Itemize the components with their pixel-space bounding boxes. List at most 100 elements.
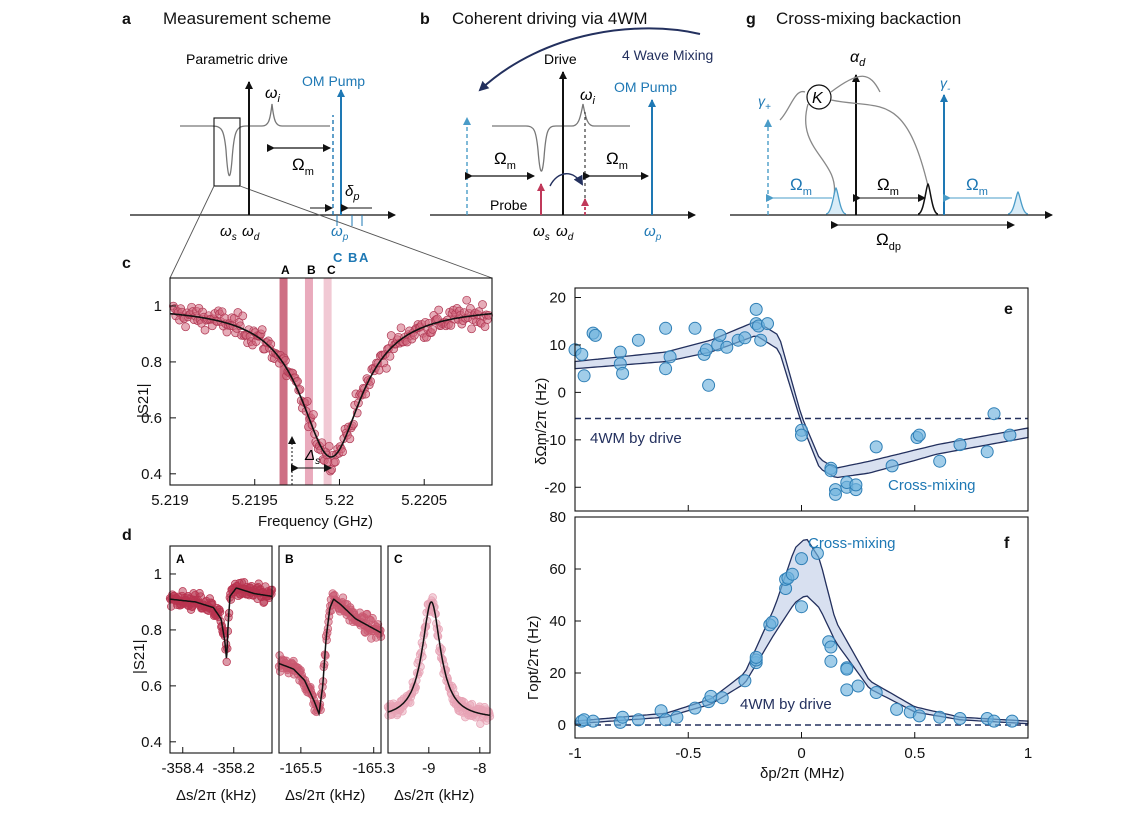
omega-m-label-left: Ωm [494,149,516,172]
kappa-label: K [812,90,824,107]
subpanel-C-frame [387,545,491,754]
panel-e: e 4WM by drive Cross-mixing 20100-10-20 … [533,287,1029,512]
subpanel-B-fit [278,598,382,717]
subpanel-A-frame [169,545,273,754]
data-point [749,302,763,316]
wp-label: ωp [644,223,662,243]
idler-omega: ωi [265,85,280,105]
x-ticks: -1 -0.5 0 0.5 1 [568,732,1032,762]
x-ticks [574,505,1029,511]
data-point [785,567,799,581]
data-point [577,369,591,383]
y-tick-label: 80 [549,509,566,526]
data-point [738,674,752,688]
panel-b: b Coherent driving via 4WM Drive OM Pump… [420,9,713,243]
data-point [659,362,673,376]
drive-label: Drive [544,51,577,67]
data-point [368,614,377,623]
y-tick-label: -10 [544,432,566,449]
data-points [568,302,1017,501]
data-point [765,615,779,629]
data-point [238,311,248,321]
resonance-curve [492,103,630,172]
data-point [613,345,627,359]
subpanel-A-xticks: -358.4 -358.2 [161,747,255,777]
data-point [912,709,926,723]
data-point [428,325,437,334]
wd-label: ωd [556,223,574,243]
x-tick-label: 5.22 [325,492,354,509]
data-point [704,689,718,703]
gamma-plus-label: γ+ [758,93,771,113]
subpanel-B-xlabel: Δs/2π (kHz) [285,787,365,804]
data-point [575,347,589,361]
zoom-line-right [239,185,493,279]
marker-B-label: B [307,263,316,277]
subpanel-A-label: A [176,552,185,566]
data-point [713,328,727,342]
data-point [761,317,774,331]
data-point [933,454,947,468]
idler-omega: ωi [580,87,595,107]
subpanel-B-xticks: -165.5 -165.3 [280,747,395,777]
marker-band-B [304,278,313,485]
y-ticks: 80 60 40 20 0 [549,509,581,734]
pump-label: OM Pump [302,73,365,89]
resonance-curve [180,103,330,176]
panel-g-title: Cross-mixing backaction [776,9,961,28]
panel-a-letter: a [122,11,131,28]
data-point [720,340,734,354]
marker-band-A [279,278,288,485]
marker-C-label: C [327,263,336,277]
subpanel-C-points [383,593,495,728]
data-point [688,701,702,715]
data-point [824,640,838,654]
panel-g: g Cross-mixing backaction αd γ- γ+ K Ωm … [730,9,1053,253]
subpanel-A-xlabel: Δs/2π (kHz) [176,787,256,804]
x-tick-label: -358.2 [212,760,255,777]
delta-p-label: δp [345,183,359,203]
y-ticks: 0.4 0.6 0.8 1 [141,298,176,483]
data-point [953,712,967,725]
wp-label: ωp [331,223,349,243]
sideband-left [825,187,847,215]
data-point [851,679,865,693]
data-point [257,325,267,334]
data-point [953,438,967,452]
delta-s-label: Δs [304,447,320,467]
theory-band [574,321,1029,479]
kappa-link-1 [830,75,881,93]
y-tick-label: 10 [549,337,566,354]
y-tick-label: 0.6 [141,410,162,427]
x-tick-label: 5.2195 [232,492,278,509]
pump-label: OM Pump [614,79,677,95]
x-tick-label: 5.2205 [401,492,447,509]
subpanel-B-frame [278,545,382,754]
data-point [588,328,602,342]
annot-cross-mixing: Cross-mixing [808,535,896,552]
y-axis-label: |S21| [135,384,152,418]
panel-d-letter: d [122,527,132,544]
data-point [987,407,1001,421]
data-point [434,625,443,634]
x-tick-label: -0.5 [675,745,701,762]
data-point [659,321,673,335]
y-tick-label: -20 [544,479,566,496]
alpha-label: αd [850,49,866,69]
y-axis-label: Γopt/2π (Hz) [525,616,542,700]
y-tick-label: 1 [154,298,162,315]
data-point [1005,714,1019,728]
data-point [467,324,476,334]
panel-e-letter: e [1004,301,1013,318]
fwm-arrow [478,27,701,92]
data-points [169,295,493,476]
data-point [302,396,312,406]
kappa-link-3 [805,103,836,197]
subpanel-A-ylabel: |S21| [131,640,148,674]
subpanel-C-fit [387,601,491,717]
data-point [715,691,729,705]
ws-label: ωs [533,223,550,243]
marker-A-label: A [359,250,369,265]
kappa-circle [806,84,832,110]
x-tick-label: -165.5 [280,760,323,777]
